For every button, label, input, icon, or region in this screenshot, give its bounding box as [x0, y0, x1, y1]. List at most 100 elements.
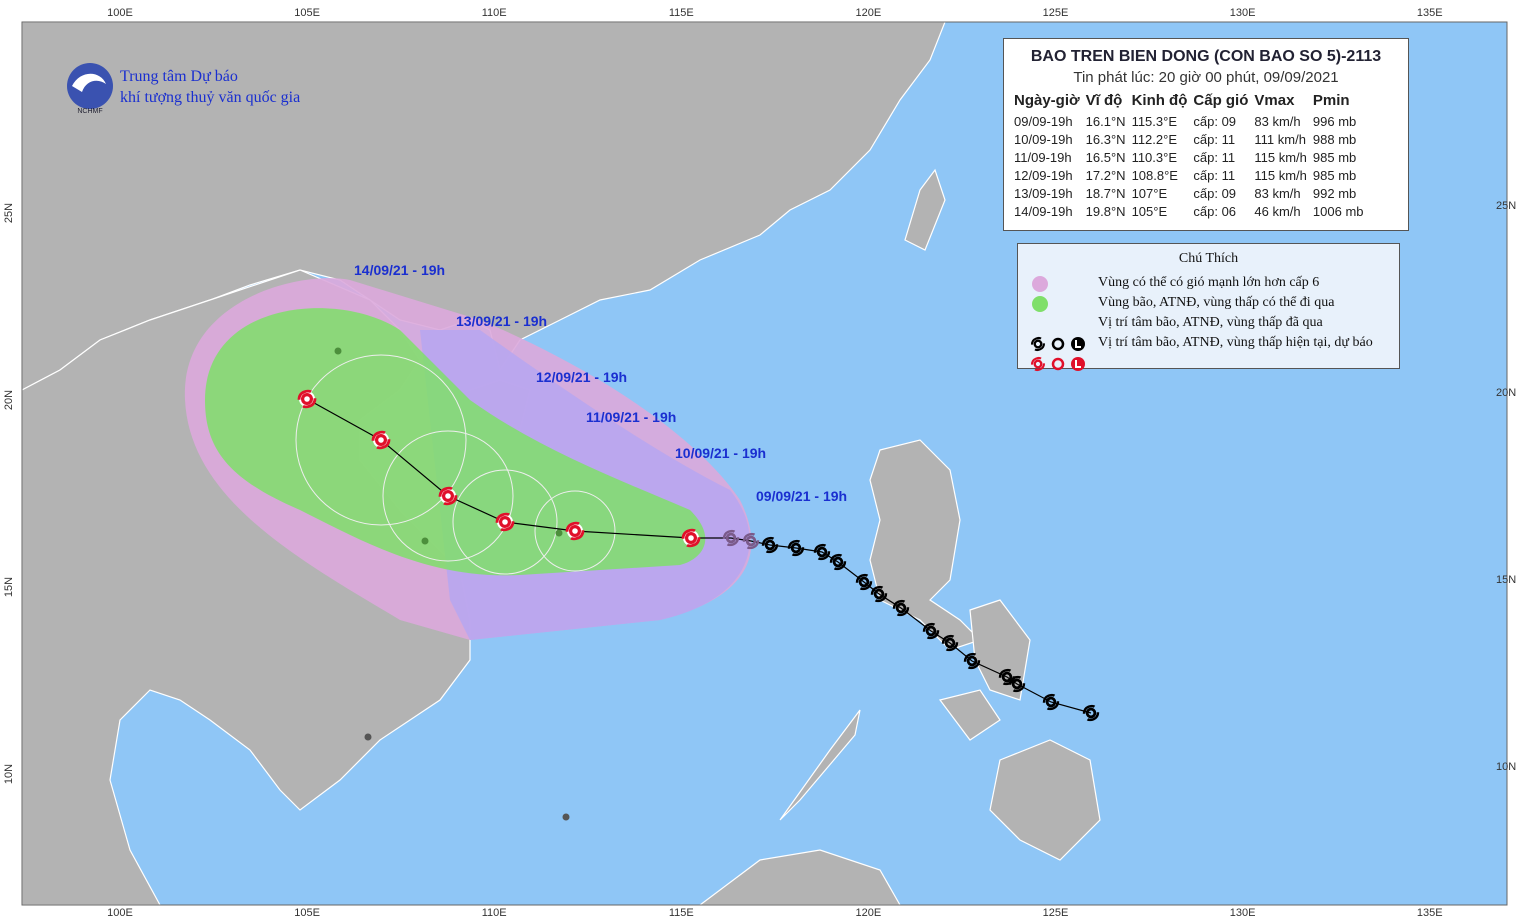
- storm-core: [498, 515, 512, 529]
- storm-arm: [967, 660, 981, 670]
- table-cell: cấp: 11: [1193, 132, 1236, 147]
- table-cell: 16.3°N: [1085, 132, 1126, 147]
- table-cell: 985 mb: [1312, 150, 1357, 165]
- storm-core: [1011, 678, 1023, 690]
- storm-arm: [761, 536, 775, 546]
- legend-item: Vị trí tâm bão, ATNĐ, vùng thấp hiện tại…: [1098, 335, 1373, 350]
- table-row: 11/09-19h 16.5°N 110.3°E cấp: 11 115 km/h 985…: [1012, 149, 1368, 167]
- lon-label: 115E: [669, 907, 694, 919]
- storm-arm: [829, 553, 843, 563]
- storm-arm: [443, 495, 458, 506]
- table-row: 10/09-19h 16.3°N 112.2°E cấp: 11 111 km/h 988…: [1012, 131, 1368, 149]
- track-line: [306, 398, 1092, 714]
- storm-arm: [1034, 343, 1046, 351]
- table-row: 14/09-19h 19.8°N 105°E cấp: 06 46 km/h 1006 m…: [1012, 203, 1368, 221]
- table-cell: 111 km/h: [1254, 132, 1306, 147]
- storm-arm: [742, 532, 756, 542]
- table-row: 13/09-19h 18.7°N 107°E cấp: 09 83 km/h 992 mb: [1012, 185, 1368, 203]
- table-cell: 12/09-19h: [1014, 168, 1073, 183]
- lon-label: 125E: [1043, 7, 1069, 19]
- table-cell: 110.3°E: [1131, 150, 1177, 165]
- storm-arm: [371, 430, 386, 441]
- storm-symbol: [787, 539, 805, 557]
- table-cell: 992 mb: [1312, 186, 1357, 201]
- table-cell: 13/09-19h: [1014, 186, 1073, 201]
- storm-core: [764, 539, 776, 551]
- storm-symbol: [495, 512, 515, 532]
- storm-core: [925, 625, 937, 637]
- storm-symbol: [870, 585, 888, 603]
- storm-core: [966, 655, 978, 667]
- legend-item: Vùng bão, ATNĐ, vùng thấp có thể đi qua: [1098, 295, 1335, 310]
- time-label: 14/09/21 - 19h: [354, 262, 445, 278]
- storm-arm: [791, 547, 805, 557]
- axes: 100E 100E 105E 105E 110E 110E 115E 115E 120E 120E…: [3, 7, 1516, 919]
- storm-core: [745, 535, 757, 547]
- storm-arm: [297, 389, 312, 400]
- storm-arm: [1082, 704, 1096, 714]
- storm-arm: [896, 607, 910, 617]
- storm-core: [944, 637, 956, 649]
- storm-arm: [1030, 357, 1042, 365]
- storm-symbol: [742, 532, 760, 550]
- time-labels: 14/09/21 - 19h 13/09/21 - 19h 12/09/21 - 1…: [354, 262, 847, 504]
- lon-label: 100E: [107, 907, 133, 919]
- legend-item: Vùng có thể có gió mạnh lớn hơn cấp 6: [1098, 275, 1320, 290]
- storm-core: [300, 392, 314, 406]
- lon-label: 130E: [1230, 907, 1256, 919]
- storm-core: [1045, 696, 1057, 708]
- legend: Chú Thích Vùng có thể có gió mạnh lớn hơ…: [1017, 243, 1400, 371]
- storm-arm: [302, 398, 317, 409]
- storm-symbol: [892, 599, 910, 617]
- storm-symbol: [1008, 675, 1026, 693]
- lon-label: 130E: [1230, 7, 1256, 19]
- table-header: Ngày-giờ: [1014, 92, 1080, 109]
- table-cell: 112.2°E: [1131, 132, 1177, 147]
- table-cell: 09/09-19h: [1014, 114, 1073, 129]
- storm-arm: [941, 634, 955, 644]
- storm-core: [832, 556, 844, 568]
- lon-label: 115E: [669, 7, 694, 19]
- table-cell: 115 km/h: [1254, 150, 1307, 165]
- table-cell: 19.8°N: [1085, 204, 1126, 219]
- table-cell: 988 mb: [1312, 132, 1357, 147]
- storm-arm: [746, 540, 760, 550]
- table-cell: 16.5°N: [1085, 150, 1126, 165]
- lon-label: 100E: [107, 7, 133, 19]
- storm-arm: [495, 512, 510, 523]
- storm-arm: [963, 652, 977, 662]
- storm-core: [1033, 359, 1043, 369]
- legend-title: Chú Thích: [1178, 251, 1239, 266]
- storm-arm: [817, 551, 831, 561]
- lat-label: 20N: [1496, 387, 1516, 399]
- table-cell: 83 km/h: [1254, 114, 1301, 129]
- storm-arm: [765, 544, 779, 554]
- table-cell: 14/09-19h: [1014, 204, 1073, 219]
- bulletin-issued: Tin phát lúc: 20 giờ 00 phút, 09/09/2021: [1073, 69, 1339, 86]
- storm-arm: [565, 521, 580, 532]
- storm-arm: [376, 439, 391, 450]
- storm-symbol: [1082, 704, 1100, 722]
- table-header: Cấp gió: [1193, 92, 1249, 109]
- lat-label: 10N: [3, 764, 15, 784]
- legend-dot: [1051, 357, 1065, 371]
- storm-core: [858, 576, 870, 588]
- storm-symbol: [681, 528, 701, 548]
- legend-dot: [1051, 337, 1065, 351]
- table-cell: 1006 mb: [1312, 204, 1364, 219]
- bulletin-title: BAO TREN BIEN DONG (CON BAO SO 5)-2113: [1030, 48, 1382, 65]
- storm-core: [790, 542, 802, 554]
- info-box: BAO TREN BIEN DONG (CON BAO SO 5)-2113 T…: [1003, 38, 1409, 231]
- storm-arm: [922, 622, 936, 632]
- table-cell: 107°E: [1131, 186, 1168, 201]
- storm-arm: [874, 593, 888, 603]
- lon-label: 110E: [482, 907, 507, 919]
- radius-circles: [295, 354, 616, 575]
- storm-arm: [686, 537, 701, 548]
- lat-label: 20N: [3, 390, 15, 410]
- table-row: 09/09-19h 16.1°N 115.3°E cấp: 09 83 km/h 996 …: [1012, 113, 1368, 131]
- storm-arm: [1030, 337, 1042, 345]
- table-cell: 105°E: [1131, 204, 1168, 219]
- storm-symbol: [761, 536, 779, 554]
